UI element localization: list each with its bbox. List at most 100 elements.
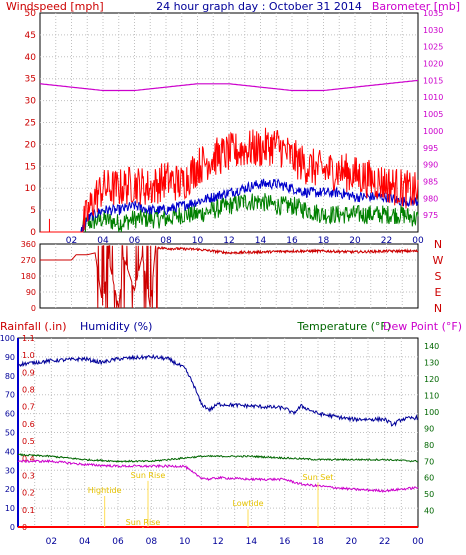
temperature-y-tick-label: 140 bbox=[424, 342, 439, 351]
humidity-y-tick-label: 90 bbox=[5, 353, 15, 362]
dewpoint-label: Dew Point (°F) bbox=[383, 320, 462, 333]
rainfall-y-tick-label: 0.2 bbox=[22, 489, 35, 498]
event-label: Sun Rise bbox=[126, 518, 161, 527]
baro-y-tick-label: 1005 bbox=[423, 110, 443, 119]
humidity-x-tick-label: 20 bbox=[346, 537, 358, 547]
rainfall-y-tick-label: 0.4 bbox=[22, 454, 35, 463]
humidity-y-tick-label: 50 bbox=[5, 429, 15, 438]
baro-y-tick-label: 1000 bbox=[423, 127, 443, 136]
baro-y-tick-label: 1030 bbox=[423, 26, 443, 35]
direction-letter: N bbox=[434, 302, 442, 315]
wind-y-tick-label: 5 bbox=[30, 206, 36, 216]
rainfall-y-tick-label: 0.9 bbox=[22, 368, 35, 377]
humidity-y-tick-label: 60 bbox=[5, 410, 15, 419]
wind-x-tick-label: 02 bbox=[66, 236, 77, 246]
wind-x-tick-label: 12 bbox=[223, 236, 234, 246]
direction-letter: N bbox=[434, 238, 442, 251]
baro-y-tick-label: 995 bbox=[423, 144, 438, 153]
baro-y-tick-label: 1035 bbox=[423, 9, 443, 18]
baro-y-tick-label: 990 bbox=[423, 161, 438, 170]
rainfall-label: Rainfall (.in) bbox=[0, 320, 67, 333]
temperature-y-tick-label: 70 bbox=[424, 457, 434, 466]
event-label: Hightide bbox=[88, 486, 122, 495]
wind-average-line bbox=[40, 178, 419, 233]
rainfall-y-tick-label: 0.5 bbox=[22, 437, 35, 446]
baro-y-tick-label: 975 bbox=[423, 211, 438, 220]
wind-x-tick-label: 18 bbox=[318, 236, 330, 246]
direction-y-tick-label: 180 bbox=[21, 272, 36, 281]
wind-x-tick-label: 08 bbox=[160, 236, 172, 246]
humidity-x-tick-label: 22 bbox=[379, 537, 390, 547]
wind-y-tick-label: 25 bbox=[25, 119, 36, 129]
wind-x-tick-label: 20 bbox=[349, 236, 361, 246]
wind-y-tick-label: 20 bbox=[25, 140, 37, 150]
humidity-x-tick-label: 02 bbox=[46, 537, 57, 547]
wind-y-tick-label: 40 bbox=[25, 53, 37, 63]
temperature-y-tick-label: 130 bbox=[424, 359, 439, 368]
temperature-y-tick-label: 90 bbox=[424, 424, 434, 433]
baro-y-tick-label: 1025 bbox=[423, 43, 443, 52]
wind-y-tick-label: 30 bbox=[25, 97, 37, 107]
humidity-x-tick-label: 12 bbox=[212, 537, 223, 547]
dewpoint-line bbox=[17, 459, 419, 493]
direction-letter: S bbox=[435, 270, 442, 283]
event-label: Sun Set bbox=[303, 473, 334, 482]
humidity-y-tick-label: 70 bbox=[5, 391, 15, 400]
direction-letter: W bbox=[433, 254, 444, 267]
temperature-y-tick-label: 110 bbox=[424, 392, 439, 401]
rainfall-y-tick-label: 1.0 bbox=[22, 351, 35, 360]
windspeed-line bbox=[40, 127, 419, 233]
wind-x-tick-label: 10 bbox=[192, 236, 204, 246]
baro-y-tick-label: 980 bbox=[423, 194, 438, 203]
humidity-y-tick-label: 40 bbox=[5, 447, 15, 456]
humidity-y-tick-label: 10 bbox=[5, 504, 15, 513]
wind-low-line bbox=[40, 193, 419, 233]
event-label: Lowtide bbox=[232, 499, 263, 508]
direction-y-tick-label: 360 bbox=[21, 240, 36, 249]
temperature-y-tick-label: 120 bbox=[424, 375, 439, 384]
rainfall-y-tick-label: 1.1 bbox=[22, 334, 35, 343]
humidity-x-tick-label: 06 bbox=[112, 537, 124, 547]
wind-x-tick-label: 22 bbox=[381, 236, 392, 246]
temperature-line bbox=[17, 453, 418, 463]
temperature-label: Temperature (°F) bbox=[296, 320, 391, 333]
wind-direction-line bbox=[40, 245, 419, 309]
humidity-x-tick-label: 16 bbox=[279, 537, 291, 547]
wind-x-tick-label: 04 bbox=[97, 236, 109, 246]
humidity-x-tick-label: 14 bbox=[246, 537, 258, 547]
temperature-y-tick-label: 40 bbox=[424, 507, 434, 516]
humidity-label: Humidity (%) bbox=[80, 320, 152, 333]
wind-y-tick-label: 35 bbox=[25, 75, 36, 85]
wind-y-tick-label: 0 bbox=[30, 228, 36, 238]
barometer-line bbox=[39, 79, 419, 92]
humidity-y-tick-label: 100 bbox=[0, 334, 15, 343]
temperature-y-tick-label: 60 bbox=[424, 474, 434, 483]
temperature-y-tick-label: 100 bbox=[424, 408, 439, 417]
wind-x-tick-label: 14 bbox=[255, 236, 267, 246]
humidity-y-tick-label: 30 bbox=[5, 466, 15, 475]
humidity-x-tick-label: 00 bbox=[412, 537, 424, 547]
event-label: Sun Rise bbox=[131, 471, 166, 480]
direction-y-tick-label: 270 bbox=[21, 256, 36, 265]
wind-x-tick-label: 00 bbox=[412, 236, 424, 246]
barometer-label: Barometer [mb] bbox=[372, 0, 460, 13]
temperature-y-tick-label: 50 bbox=[424, 490, 434, 499]
rainfall-y-tick-label: 0.6 bbox=[22, 420, 35, 429]
humidity-y-tick-label: 80 bbox=[5, 372, 15, 381]
rainfall-y-tick-label: 0.3 bbox=[22, 471, 35, 480]
direction-y-tick-label: 90 bbox=[26, 288, 36, 297]
humidity-x-tick-label: 08 bbox=[146, 537, 158, 547]
wind-y-tick-label: 10 bbox=[25, 184, 37, 194]
humidity-y-tick-label: 0 bbox=[10, 523, 15, 532]
humidity-line bbox=[17, 353, 419, 427]
baro-y-tick-label: 1020 bbox=[423, 60, 443, 69]
rainfall-y-tick-label: 0.1 bbox=[22, 506, 35, 515]
wind-y-tick-label: 50 bbox=[25, 9, 37, 19]
humidity-x-tick-label: 18 bbox=[312, 537, 324, 547]
wind-x-tick-label: 16 bbox=[286, 236, 298, 246]
baro-y-tick-label: 1015 bbox=[423, 76, 443, 85]
direction-y-tick-label: 0 bbox=[31, 304, 36, 313]
temperature-y-tick-label: 80 bbox=[424, 441, 434, 450]
